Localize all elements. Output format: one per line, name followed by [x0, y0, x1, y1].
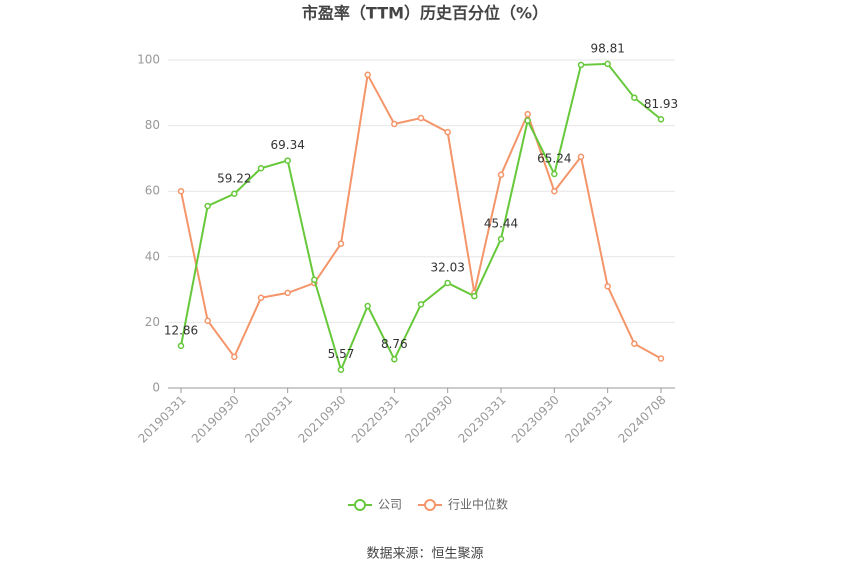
value-label: 32.03: [430, 260, 464, 274]
point: [444, 128, 451, 136]
value-label: 81.93: [644, 97, 678, 111]
point: [524, 110, 531, 118]
legend-marker: [354, 499, 366, 511]
y-tick-label: 40: [145, 249, 160, 263]
point: [231, 353, 238, 361]
point: [391, 120, 398, 128]
x-tick-label: 20240708: [616, 393, 669, 446]
point: [631, 94, 638, 101]
legend-label: 行业中位数: [448, 497, 508, 512]
point: [524, 117, 531, 124]
x-tick-label: 20220930: [402, 393, 455, 446]
y-tick-label: 100: [137, 53, 160, 67]
point: [497, 235, 505, 243]
point: [497, 171, 505, 179]
value-label: 65.24: [537, 152, 571, 166]
point: [444, 279, 451, 287]
point: [257, 164, 265, 172]
point: [471, 292, 478, 300]
point: [337, 366, 345, 373]
x-tick-label: 20190331: [136, 393, 189, 446]
x-tick-label: 20200331: [242, 393, 295, 446]
x-tick-label: 20230331: [456, 393, 509, 446]
y-tick-label: 20: [145, 315, 160, 329]
value-label: 5.57: [328, 347, 355, 361]
value-label: 98.81: [590, 41, 624, 55]
source: 数据来源：恒生聚源: [366, 547, 483, 562]
point: [657, 116, 665, 123]
point: [604, 60, 611, 68]
point: [364, 302, 371, 310]
x-tick-label: 20210930: [296, 393, 349, 446]
point: [311, 276, 318, 284]
point: [284, 289, 291, 297]
legend-marker: [424, 499, 436, 511]
point: [657, 355, 665, 362]
point: [177, 342, 185, 350]
point: [204, 202, 211, 210]
point: [577, 153, 585, 161]
value-label: 12.86: [164, 323, 198, 337]
x-tick-label: 20240331: [562, 393, 615, 446]
point: [604, 283, 611, 290]
x-tick-label: 20220331: [349, 393, 402, 446]
point: [551, 187, 558, 195]
point: [417, 114, 425, 122]
y-tick-label: 0: [152, 381, 160, 395]
chart-title: 市盈率（TTM）历史百分位（%）: [302, 4, 548, 23]
point: [177, 187, 185, 195]
point: [577, 61, 585, 69]
point: [231, 190, 238, 198]
y-tick-label: 60: [145, 184, 160, 198]
point: [417, 301, 425, 308]
point: [204, 317, 211, 325]
value-label: 8.76: [381, 337, 408, 351]
point: [284, 157, 291, 164]
y-tick-label: 80: [145, 118, 160, 132]
point: [551, 170, 558, 178]
legend-label: 公司: [378, 498, 402, 512]
x-tick-label: 20230930: [509, 393, 562, 446]
point: [631, 340, 638, 347]
point: [364, 71, 371, 79]
value-label: 59.22: [217, 171, 251, 185]
value-label: 45.44: [484, 216, 518, 230]
point: [257, 294, 265, 302]
value-label: 69.34: [270, 138, 304, 152]
point: [391, 356, 398, 363]
point: [337, 240, 345, 247]
x-tick-label: 20190930: [189, 393, 242, 446]
series-line: [180, 62, 662, 373]
